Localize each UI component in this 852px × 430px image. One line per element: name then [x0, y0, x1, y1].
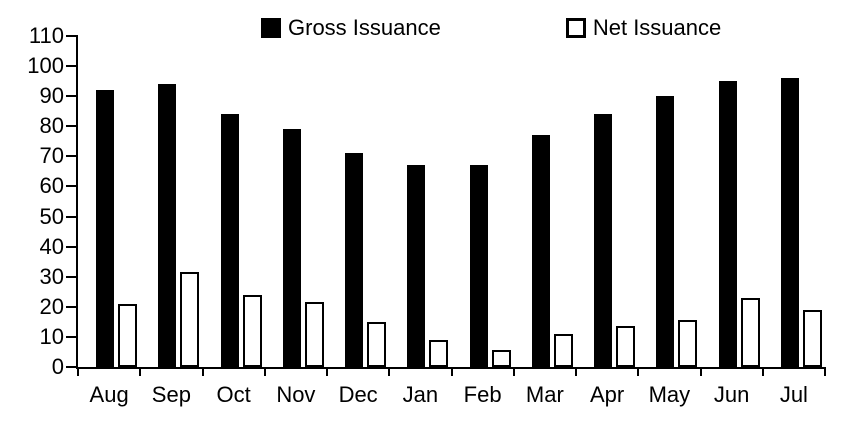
- bar-gross-jul: [780, 78, 799, 367]
- x-tick: [824, 367, 826, 376]
- bar-gross-nov: [282, 129, 301, 367]
- bar-net-may: [678, 320, 698, 367]
- y-axis-label: 20: [39, 293, 64, 319]
- bar-gross-jan: [407, 165, 426, 367]
- y-axis-label: 30: [39, 263, 64, 289]
- bar-gross-dec: [345, 153, 363, 367]
- y-axis-label: 60: [39, 173, 64, 199]
- bar-net-jun: [740, 297, 760, 367]
- legend-item-net-issuance: Net Issuance: [565, 15, 722, 41]
- x-axis-label: Feb: [463, 382, 502, 407]
- x-axis-label: Oct: [216, 382, 251, 407]
- legend: Gross Issuance Net Issuance: [0, 15, 721, 41]
- y-axis-label: 110: [28, 23, 64, 48]
- bar-net-aug: [118, 303, 137, 367]
- x-axis-label: Jun: [713, 382, 750, 407]
- x-tick: [637, 367, 640, 376]
- x-axis-label: Nov: [276, 382, 316, 407]
- x-tick: [77, 367, 79, 376]
- bar-net-feb: [491, 350, 511, 367]
- bar-gross-sep: [158, 84, 177, 367]
- y-tick: [66, 335, 78, 338]
- gross-issuance-swatch-icon: [261, 18, 281, 38]
- y-axis-label: 40: [39, 233, 64, 259]
- x-tick: [575, 367, 577, 376]
- x-tick: [512, 367, 515, 376]
- x-axis-label: Mar: [525, 382, 564, 407]
- bar-gross-feb: [469, 165, 488, 367]
- legend-label-net-issuance: Net Issuance: [592, 15, 722, 40]
- x-axis-label: Aug: [89, 382, 129, 407]
- bar-net-sep: [180, 272, 200, 367]
- x-tick: [450, 367, 453, 376]
- x-tick: [201, 367, 204, 376]
- x-tick: [388, 367, 391, 376]
- x-axis-label: May: [648, 382, 691, 407]
- y-axis-label: 50: [39, 203, 64, 229]
- y-tick: [66, 215, 78, 218]
- bar-net-nov: [304, 302, 324, 367]
- bar-net-jan: [429, 339, 449, 367]
- x-axis-label: Sep: [151, 382, 191, 407]
- y-tick: [66, 185, 78, 188]
- bar-gross-mar: [531, 135, 550, 367]
- bar-net-dec: [367, 321, 386, 367]
- x-axis-label: Dec: [338, 382, 378, 407]
- y-tick: [66, 65, 78, 68]
- plot-area: [66, 35, 826, 376]
- legend-label-gross-issuance: Gross Issuance: [288, 15, 441, 40]
- y-tick: [66, 125, 78, 128]
- y-tick: [66, 305, 78, 308]
- y-axis-label: 80: [39, 113, 64, 139]
- bar-gross-aug: [96, 90, 114, 367]
- y-tick: [66, 366, 78, 368]
- legend-item-gross-issuance: Gross Issuance: [261, 15, 441, 41]
- y-tick: [66, 95, 78, 98]
- y-axis-label: 0: [51, 354, 64, 379]
- x-tick: [699, 367, 702, 376]
- bar-gross-oct: [220, 114, 239, 367]
- x-tick: [326, 367, 328, 376]
- bar-net-mar: [553, 333, 573, 367]
- x-axis-label: Apr: [590, 382, 625, 407]
- x-tick: [761, 367, 764, 376]
- x-axis-label: Jan: [402, 382, 439, 407]
- bar-net-oct: [242, 294, 262, 367]
- x-axis-label: Jul: [779, 382, 808, 407]
- x-tick: [139, 367, 142, 376]
- bar-net-apr: [616, 326, 635, 367]
- bar-gross-may: [656, 96, 675, 367]
- y-tick: [66, 275, 78, 278]
- bar-gross-apr: [594, 114, 612, 367]
- y-tick: [66, 245, 78, 248]
- y-axis-label: 10: [39, 323, 64, 349]
- bar-gross-jun: [718, 81, 737, 367]
- y-axis-label: 70: [39, 143, 64, 169]
- y-axis-label: 100: [27, 53, 64, 79]
- y-tick: [66, 35, 78, 37]
- y-tick: [66, 155, 78, 158]
- bar-net-jul: [802, 309, 822, 367]
- y-axis-label: 90: [39, 83, 64, 109]
- net-issuance-swatch-icon: [565, 18, 586, 38]
- x-tick: [263, 367, 266, 376]
